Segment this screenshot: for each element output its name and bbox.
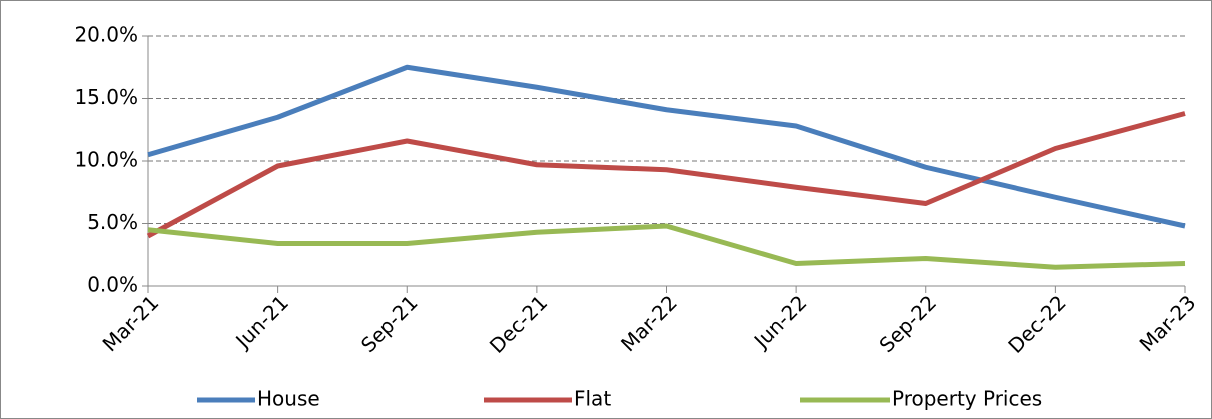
series-line — [147, 64, 1186, 229]
y-tick-label: 10.0% — [74, 148, 138, 172]
series-line — [147, 223, 1186, 270]
legend-label: Flat — [574, 387, 611, 411]
y-tick-label: 20.0% — [74, 23, 138, 47]
series-line — [146, 111, 1186, 239]
y-tick-label: 5.0% — [87, 210, 138, 234]
y-tick-label: 15.0% — [74, 85, 138, 109]
legend-label: House — [257, 387, 320, 411]
legend-label: Property Prices — [892, 387, 1042, 411]
y-tick-label: 0.0% — [87, 273, 138, 297]
